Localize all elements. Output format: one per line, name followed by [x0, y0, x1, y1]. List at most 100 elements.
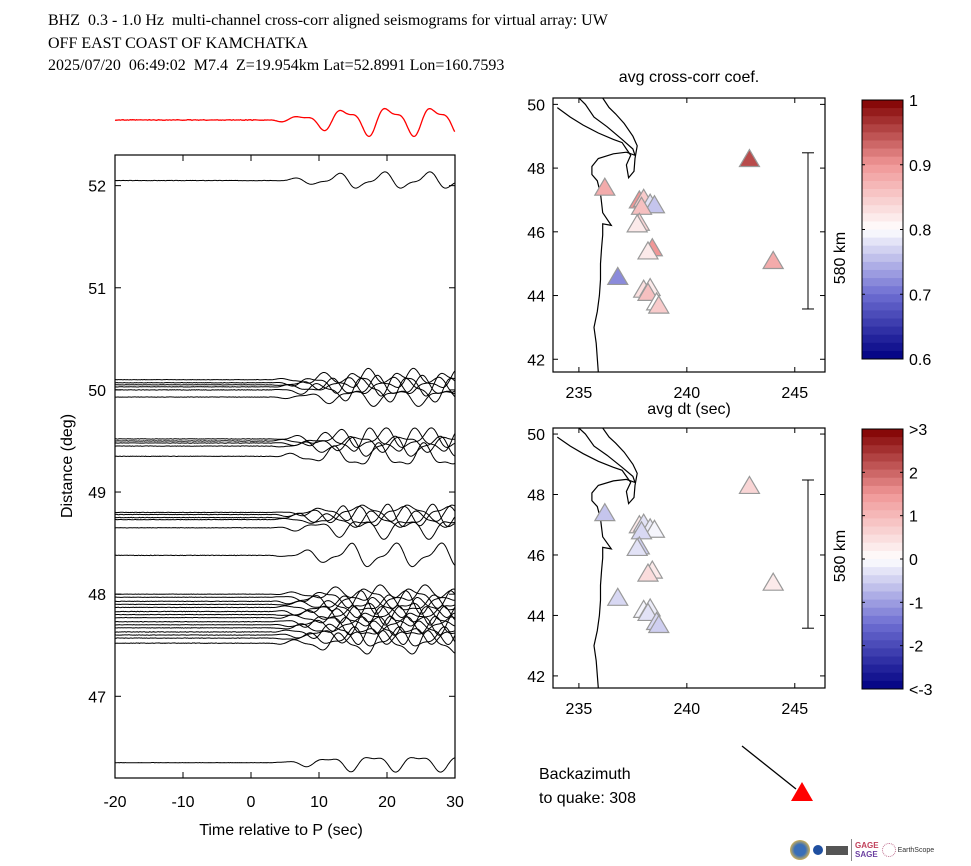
colorbar-cross-corr: 1 0.9 0.8 0.7 0.6: [861, 93, 931, 369]
seismogram-trace: [115, 504, 455, 522]
colorbar-segment: [862, 164, 903, 174]
seismogram-trace: [115, 510, 455, 528]
quake-direction-triangle-icon: [791, 782, 813, 801]
map2-scale-label: 580 km: [832, 530, 849, 582]
gage-sage-logo: GAGE SAGE: [855, 841, 879, 859]
colorbar-tick-label: 0: [909, 552, 918, 569]
colorbar-segment: [862, 180, 903, 190]
backazimuth-arrow-line: [741, 745, 797, 790]
station-triangle-icon[interactable]: [630, 196, 653, 215]
y-tick-label: 52: [88, 179, 106, 196]
y-tick-label: 47: [88, 689, 106, 706]
seismogram-trace: [115, 588, 455, 609]
usgs-logo-icon: [826, 845, 848, 855]
coastline: [578, 428, 636, 688]
station-triangle-icon[interactable]: [593, 177, 616, 196]
colorbar-segment: [862, 494, 903, 503]
y-axis-label: Distance (deg): [59, 414, 76, 518]
map1-x-label: avg dt (sec): [647, 401, 731, 418]
station-triangle-icon[interactable]: [630, 520, 653, 540]
station-triangle-icon[interactable]: [593, 502, 616, 522]
station-triangle-icon[interactable]: [738, 148, 761, 168]
colorbar-segment: [862, 334, 903, 344]
earthscope-mark-icon: [881, 843, 896, 857]
colorbar-segment: [862, 510, 903, 519]
station-triangle-icon[interactable]: [636, 282, 660, 301]
colorbar-segment: [862, 342, 903, 352]
stacked-trace: [114, 107, 456, 138]
coastline: [578, 98, 636, 372]
title-line-1: BHZ 0.3 - 1.0 Hz multi-channel cross-cor…: [48, 12, 608, 29]
colorbar-tick-label: 0.6: [909, 352, 931, 369]
y-tick-label: 46: [527, 548, 545, 565]
x-tick-label: 235: [566, 385, 593, 402]
station-triangle-icon[interactable]: [636, 602, 660, 622]
y-tick-label: 49: [88, 485, 106, 502]
x-tick-label: 20: [378, 794, 396, 811]
map2-frame: [552, 427, 826, 689]
nasa-logo-icon: [813, 845, 823, 855]
seismogram-trace: [115, 503, 455, 528]
station-triangle-icon[interactable]: [647, 614, 670, 634]
seismogram-trace: [115, 372, 455, 397]
colorbar-segment: [862, 132, 903, 141]
colorbar-segment: [862, 559, 903, 568]
station-triangle-icon[interactable]: [606, 266, 629, 286]
record-section-plot: -20 -10 0 10 20 30 47 48 49 50 51 52 Time relative …: [59, 154, 464, 839]
station-triangle-icon[interactable]: [762, 572, 785, 591]
station-triangle-icon[interactable]: [643, 519, 666, 538]
seismogram-trace: [115, 626, 455, 647]
station-triangle-icon[interactable]: [762, 250, 785, 270]
seismogram-trace: [115, 620, 455, 646]
colorbar-segment: [862, 269, 903, 279]
x-tick-label: -20: [103, 794, 126, 811]
y-tick-label: 48: [527, 488, 545, 505]
station-triangle-icon[interactable]: [606, 587, 629, 606]
seismogram-trace: [115, 628, 455, 645]
x-tick-label: 245: [781, 701, 808, 718]
colorbar-segment: [862, 172, 903, 182]
station-triangle-icon[interactable]: [626, 213, 649, 233]
station-triangle-icon[interactable]: [636, 562, 660, 582]
seismogram-trace: [115, 542, 455, 568]
station-triangle-icon[interactable]: [738, 475, 761, 495]
title-line-3: 2025/07/20 06:49:02 M7.4 Z=19.954km Lat=…: [48, 57, 505, 74]
gage-text: GAGE: [855, 841, 879, 850]
colorbar-segment: [862, 237, 903, 247]
y-tick-label: 42: [527, 352, 545, 369]
seismogram-trace: [115, 594, 455, 611]
colorbar-segment: [862, 429, 903, 438]
y-tick-label: 44: [527, 289, 545, 306]
colorbar-segment: [862, 583, 903, 592]
colorbar-tick-label: 2: [909, 465, 918, 482]
seismogram-trace: [115, 630, 455, 655]
colorbar-segment: [862, 229, 903, 239]
station-triangle-icon[interactable]: [636, 240, 660, 260]
colorbar-segment: [862, 326, 903, 336]
seismogram-trace: [115, 521, 455, 540]
seismogram-trace: [115, 615, 455, 635]
colorbar-segment: [862, 485, 903, 495]
colorbar-tick-label: 1: [909, 509, 918, 526]
colorbar-segment: [862, 294, 903, 303]
seismogram-trace: [115, 367, 455, 389]
colorbar-segment: [862, 156, 903, 166]
x-tick-label: 235: [566, 701, 593, 718]
y-tick-label: 50: [527, 97, 545, 114]
y-tick-label: 51: [88, 281, 106, 298]
colorbar-segment: [862, 632, 903, 641]
colorbar-segment: [862, 445, 903, 454]
station-triangle-icon[interactable]: [643, 194, 666, 214]
seismogram-trace: [115, 606, 455, 627]
colorbar-segment: [862, 575, 903, 584]
logo-strip: GAGE SAGE EarthScope: [790, 838, 934, 862]
station-triangle-icon[interactable]: [647, 294, 670, 314]
colorbar-segment: [862, 116, 903, 125]
station-triangle-icon[interactable]: [626, 537, 649, 557]
colorbar-segment: [862, 542, 903, 552]
seismogram-trace: [115, 597, 455, 619]
x-tick-label: 30: [446, 794, 464, 811]
colorbar-segment: [862, 550, 903, 560]
coastline: [556, 98, 638, 180]
colorbar-segment: [862, 591, 903, 601]
